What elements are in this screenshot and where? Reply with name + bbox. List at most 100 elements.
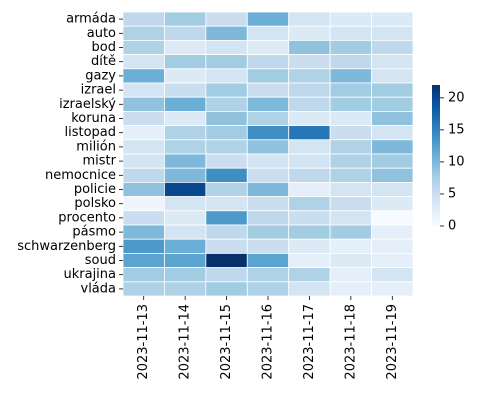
- heatmap-cell-gazy-2023-11-19: [371, 68, 414, 84]
- heatmap-cell-listopad-2023-11-17: [288, 125, 331, 141]
- x-tick-label: 2023-11-17: [302, 304, 317, 380]
- x-tick-label: 2023-11-19: [385, 304, 400, 380]
- heatmap-cell-schwarzenberg-2023-11-13: [122, 238, 165, 254]
- heatmap-cell-nemocnice-2023-11-13: [122, 167, 165, 183]
- heatmap-cell-auto-2023-11-18: [329, 25, 372, 41]
- heatmap-cell-izrael-2023-11-14: [164, 82, 207, 98]
- heatmap-cell-nemocnice-2023-11-16: [246, 167, 290, 183]
- heatmap-cell-procento-2023-11-17: [288, 210, 331, 226]
- heatmap-cell-dítě-2023-11-13: [122, 54, 165, 70]
- heatmap-cell-koruna-2023-11-16: [246, 111, 290, 127]
- heatmap-cell-milión-2023-11-15: [205, 139, 248, 155]
- y-tick-label: pásmo: [72, 225, 116, 240]
- x-tick-label: 2023-11-13: [136, 304, 151, 380]
- y-tick-label: policie: [74, 182, 116, 197]
- heatmap-cell-vláda-2023-11-19: [371, 281, 414, 297]
- y-tick-label: gazy: [85, 68, 116, 83]
- heatmap-cell-vláda-2023-11-17: [288, 281, 331, 297]
- heatmap-cell-dítě-2023-11-14: [164, 54, 207, 70]
- heatmap-cell-bod-2023-11-13: [122, 40, 165, 56]
- heatmap-cell-izrael-2023-11-15: [205, 82, 248, 98]
- heatmap-cell-dítě-2023-11-16: [246, 54, 290, 70]
- heatmap-cell-vláda-2023-11-18: [329, 281, 372, 297]
- heatmap-cell-gazy-2023-11-18: [329, 68, 372, 84]
- heatmap-cell-milión-2023-11-18: [329, 139, 372, 155]
- heatmap-cell-soud-2023-11-17: [288, 252, 331, 268]
- heatmap-cell-gazy-2023-11-17: [288, 68, 331, 84]
- heatmap-cell-bod-2023-11-18: [329, 40, 372, 56]
- heatmap-cell-izraelský-2023-11-19: [371, 96, 414, 112]
- heatmap-cell-schwarzenberg-2023-11-18: [329, 238, 372, 254]
- heatmap-cell-armáda-2023-11-15: [205, 11, 248, 27]
- heatmap-cell-izrael-2023-11-19: [371, 82, 414, 98]
- y-tick-label: vláda: [81, 281, 117, 296]
- heatmap-cell-soud-2023-11-16: [246, 252, 290, 268]
- heatmap-cell-auto-2023-11-16: [246, 25, 290, 41]
- heatmap-cell-milión-2023-11-16: [246, 139, 290, 155]
- y-tick-label: listopad: [64, 125, 116, 140]
- heatmap-cell-izraelský-2023-11-13: [122, 96, 165, 112]
- heatmap-cell-dítě-2023-11-17: [288, 54, 331, 70]
- heatmap-cell-ukrajina-2023-11-19: [371, 267, 414, 283]
- heatmap-cell-armáda-2023-11-17: [288, 11, 331, 27]
- colorbar: 0 5 10 15 20: [432, 85, 465, 234]
- heatmap-cell-listopad-2023-11-15: [205, 125, 248, 141]
- heatmap-cell-nemocnice-2023-11-19: [371, 167, 414, 183]
- heatmap-cell-polsko-2023-11-19: [371, 196, 414, 212]
- heatmap-cell-izraelský-2023-11-17: [288, 96, 331, 112]
- heatmap-cell-procento-2023-11-14: [164, 210, 207, 226]
- heatmap-cell-auto-2023-11-14: [164, 25, 207, 41]
- heatmap-cell-dítě-2023-11-15: [205, 54, 248, 70]
- heatmap-cell-pásmo-2023-11-14: [164, 224, 207, 240]
- heatmap-cell-listopad-2023-11-13: [122, 125, 165, 141]
- heatmap-cell-izrael-2023-11-17: [288, 82, 331, 98]
- heatmap-cell-izrael-2023-11-13: [122, 82, 165, 98]
- heatmap-cell-milión-2023-11-19: [371, 139, 414, 155]
- heatmap-cell-pásmo-2023-11-19: [371, 224, 414, 240]
- x-tick-label: 2023-11-15: [219, 304, 234, 380]
- heatmap-cell-auto-2023-11-13: [122, 25, 165, 41]
- y-axis-labels: armádaautoboddítěgazyizraelizraelskýkoru…: [17, 12, 123, 296]
- heatmap-cells: [122, 11, 414, 297]
- heatmap-cell-polsko-2023-11-17: [288, 196, 331, 212]
- heatmap-cell-policie-2023-11-17: [288, 181, 331, 197]
- y-tick-label: mistr: [83, 154, 117, 169]
- heatmap-cell-armáda-2023-11-14: [164, 11, 207, 27]
- heatmap-cell-soud-2023-11-19: [371, 252, 414, 268]
- heatmap-cell-polsko-2023-11-15: [205, 196, 248, 212]
- heatmap-cell-policie-2023-11-18: [329, 181, 372, 197]
- heatmap-cell-mistr-2023-11-17: [288, 153, 331, 169]
- heatmap-cell-bod-2023-11-16: [246, 40, 290, 56]
- heatmap-cell-gazy-2023-11-13: [122, 68, 165, 84]
- heatmap-cell-koruna-2023-11-17: [288, 111, 331, 127]
- heatmap-cell-procento-2023-11-13: [122, 210, 165, 226]
- heatmap-cell-koruna-2023-11-18: [329, 111, 372, 127]
- heatmap-cell-policie-2023-11-16: [246, 181, 290, 197]
- heatmap-cell-mistr-2023-11-13: [122, 153, 165, 169]
- heatmap-cell-schwarzenberg-2023-11-14: [164, 238, 207, 254]
- heatmap-cell-procento-2023-11-18: [329, 210, 372, 226]
- heatmap-cell-armáda-2023-11-16: [246, 11, 290, 27]
- heatmap-cell-schwarzenberg-2023-11-19: [371, 238, 414, 254]
- heatmap-cell-gazy-2023-11-16: [246, 68, 290, 84]
- heatmap-cell-listopad-2023-11-14: [164, 125, 207, 141]
- heatmap-cell-bod-2023-11-15: [205, 40, 248, 56]
- y-tick-label: izraelský: [59, 97, 116, 112]
- heatmap-cell-listopad-2023-11-18: [329, 125, 372, 141]
- heatmap-cell-ukrajina-2023-11-14: [164, 267, 207, 283]
- heatmap-cell-policie-2023-11-14: [164, 181, 207, 197]
- colorbar-tick-label: 5: [448, 186, 456, 201]
- heatmap-cell-polsko-2023-11-14: [164, 196, 207, 212]
- y-tick-label: ukrajina: [63, 267, 116, 282]
- y-tick-label: koruna: [71, 111, 116, 126]
- heatmap-cell-pásmo-2023-11-16: [246, 224, 290, 240]
- heatmap-cell-nemocnice-2023-11-15: [205, 167, 248, 183]
- y-tick-label: procento: [58, 210, 116, 225]
- heatmap-cell-koruna-2023-11-19: [371, 111, 414, 127]
- x-axis-labels: 2023-11-13 2023-11-14 2023-11-15 2023-11-16…: [136, 296, 400, 380]
- heatmap-cell-nemocnice-2023-11-17: [288, 167, 331, 183]
- heatmap-cell-soud-2023-11-18: [329, 252, 372, 268]
- heatmap-cell-ukrajina-2023-11-16: [246, 267, 290, 283]
- heatmap-cell-mistr-2023-11-14: [164, 153, 207, 169]
- y-tick-label: schwarzenberg: [17, 239, 116, 254]
